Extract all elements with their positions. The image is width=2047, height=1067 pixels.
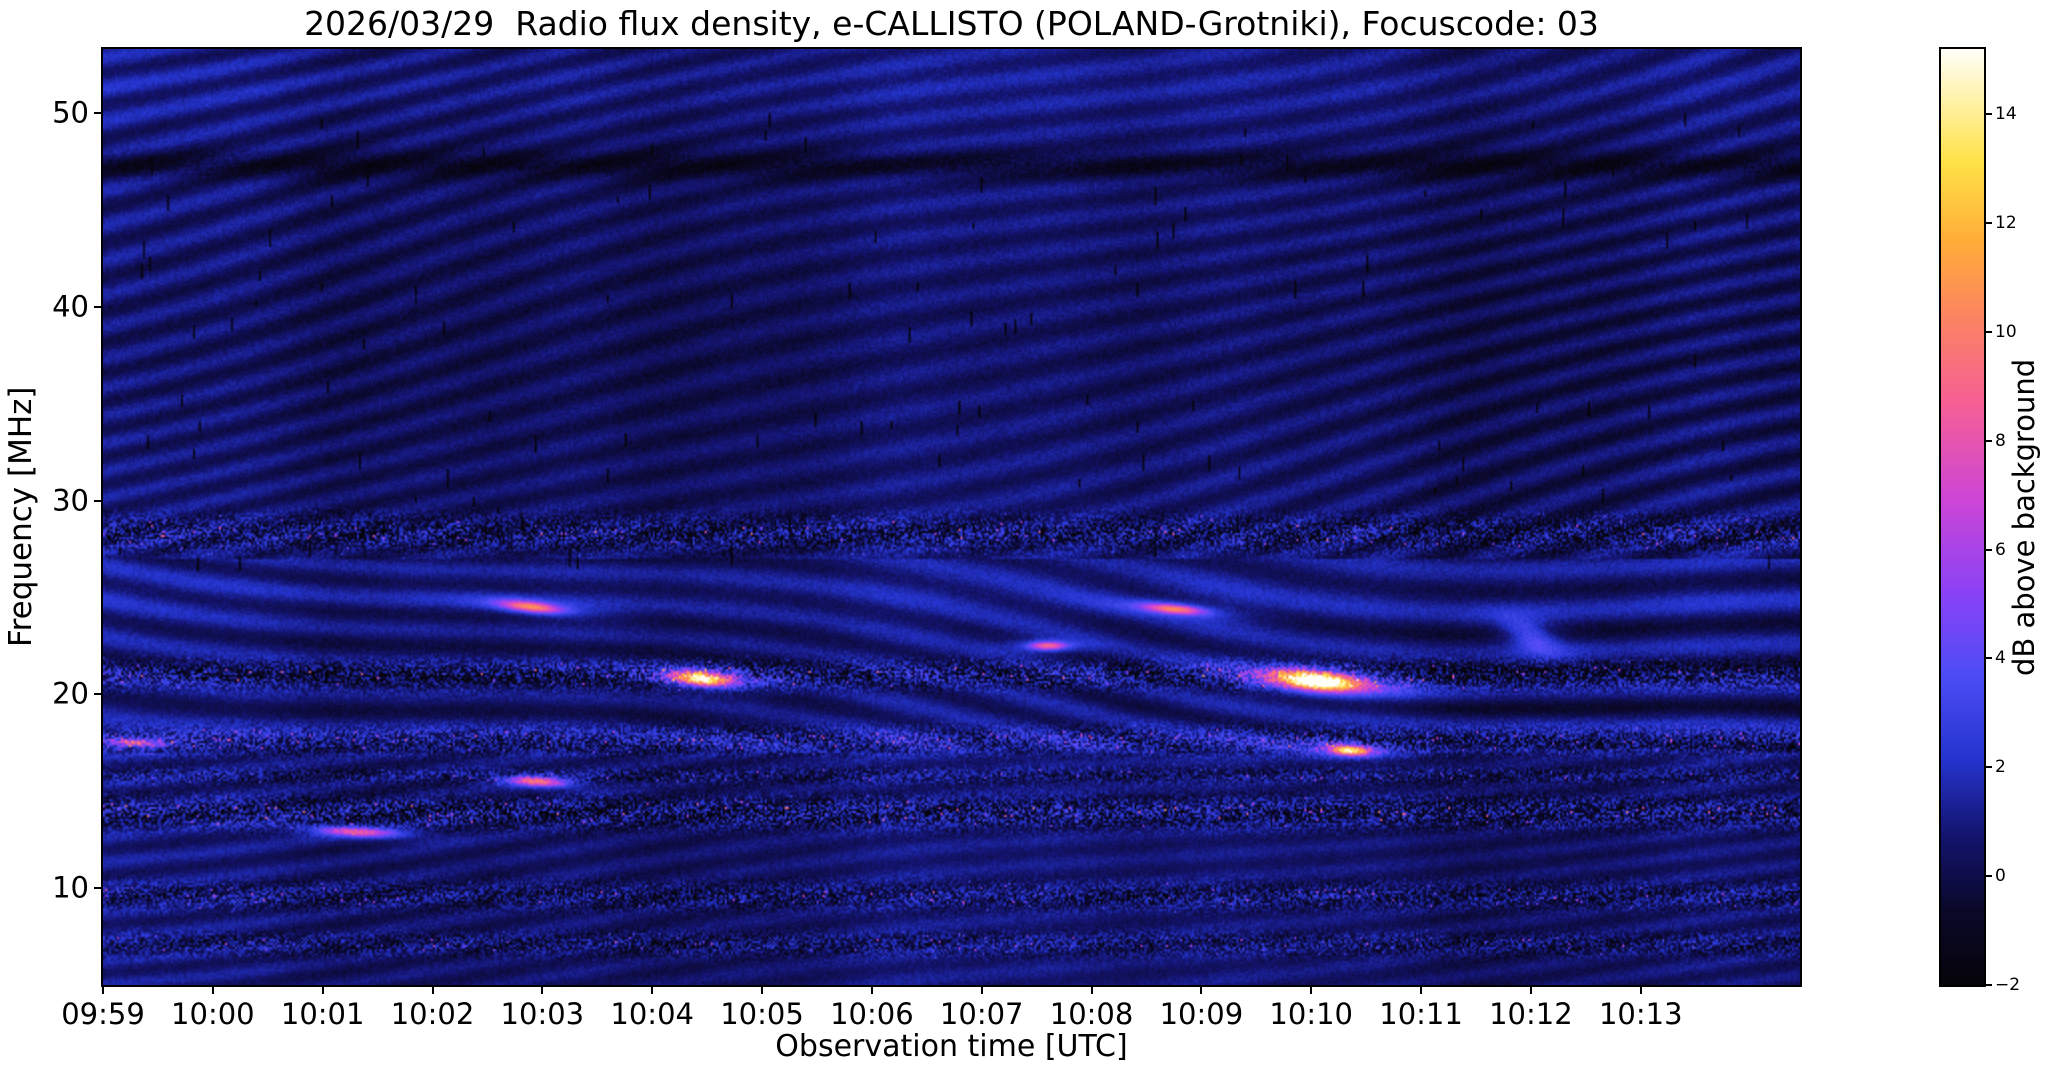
- x-tick-mark: [1200, 985, 1203, 994]
- x-tick-mark: [541, 985, 544, 994]
- spectrogram-plot: [101, 47, 1802, 987]
- y-tick-label: 10: [52, 870, 89, 905]
- colorbar-tick-label: 14: [1995, 104, 2017, 125]
- x-tick-mark: [870, 985, 873, 994]
- y-tick-label: 20: [52, 676, 89, 711]
- colorbar-tick-mark: [1984, 222, 1992, 225]
- x-tick-label: 10:10: [1269, 997, 1354, 1031]
- x-tick-mark: [1639, 985, 1642, 994]
- x-axis-label: Observation time [UTC]: [775, 1029, 1128, 1064]
- y-axis-label: Frequency [MHz]: [3, 386, 39, 648]
- colorbar-tick-label: 12: [1995, 213, 2017, 234]
- colorbar-tick-label: −2: [1995, 975, 2021, 995]
- colorbar-tick-mark: [1984, 330, 1992, 333]
- chart-title: 2026/03/29 Radio flux density, e-CALLIST…: [304, 4, 1599, 43]
- colorbar: [1939, 47, 1986, 987]
- colorbar-label: dB above background: [2007, 358, 2041, 676]
- y-tick-label: 30: [52, 482, 89, 517]
- colorbar-tick-mark: [1984, 657, 1992, 660]
- x-tick-mark: [211, 985, 214, 994]
- y-tick-label: 40: [52, 289, 89, 324]
- y-tick-mark: [94, 499, 103, 502]
- x-tick-label: 10:08: [1049, 997, 1134, 1031]
- x-tick-mark: [1090, 985, 1093, 994]
- colorbar-tick-mark: [1984, 439, 1992, 442]
- colorbar-tick-label: 10: [1995, 321, 2017, 342]
- x-tick-mark: [980, 985, 983, 994]
- x-tick-label: 10:09: [1159, 997, 1244, 1031]
- x-tick-mark: [102, 985, 104, 994]
- x-tick-mark: [321, 985, 324, 994]
- colorbar-tick-label: 4: [1995, 648, 2006, 669]
- colorbar-gradient: [1941, 49, 1984, 985]
- x-tick-label: 10:01: [280, 997, 365, 1031]
- y-tick-mark: [94, 111, 103, 114]
- colorbar-tick-label: 0: [1995, 866, 2006, 887]
- x-tick-label: 10:11: [1379, 997, 1463, 1031]
- x-tick-label: 09:59: [61, 997, 145, 1031]
- x-tick-mark: [1420, 985, 1423, 994]
- y-tick-label: 50: [52, 95, 89, 130]
- x-tick-label: 10:06: [830, 997, 914, 1031]
- x-tick-mark: [761, 985, 764, 994]
- colorbar-tick-mark: [1984, 984, 1992, 986]
- x-tick-label: 10:05: [720, 997, 804, 1031]
- spectrogram-image: [103, 49, 1800, 985]
- y-tick-mark: [94, 693, 103, 696]
- x-tick-label: 10:02: [390, 997, 475, 1031]
- colorbar-tick-label: 6: [1995, 539, 2006, 560]
- x-tick-label: 10:12: [1489, 997, 1573, 1031]
- x-tick-mark: [1529, 985, 1532, 994]
- colorbar-tick-mark: [1984, 548, 1992, 551]
- colorbar-tick-mark: [1984, 113, 1992, 116]
- x-tick-mark: [651, 985, 654, 994]
- colorbar-tick-label: 8: [1995, 430, 2006, 451]
- x-tick-label: 10:00: [171, 997, 255, 1031]
- x-tick-label: 10:13: [1598, 997, 1683, 1031]
- x-tick-mark: [431, 985, 434, 994]
- x-tick-label: 10:04: [610, 997, 694, 1031]
- colorbar-tick-mark: [1984, 875, 1992, 878]
- x-tick-label: 10:03: [500, 997, 585, 1031]
- y-tick-mark: [94, 305, 103, 308]
- y-tick-mark: [94, 887, 103, 890]
- colorbar-tick-mark: [1984, 766, 1992, 769]
- x-tick-label: 10:07: [939, 997, 1024, 1031]
- colorbar-tick-label: 2: [1995, 757, 2006, 778]
- x-tick-mark: [1310, 985, 1313, 994]
